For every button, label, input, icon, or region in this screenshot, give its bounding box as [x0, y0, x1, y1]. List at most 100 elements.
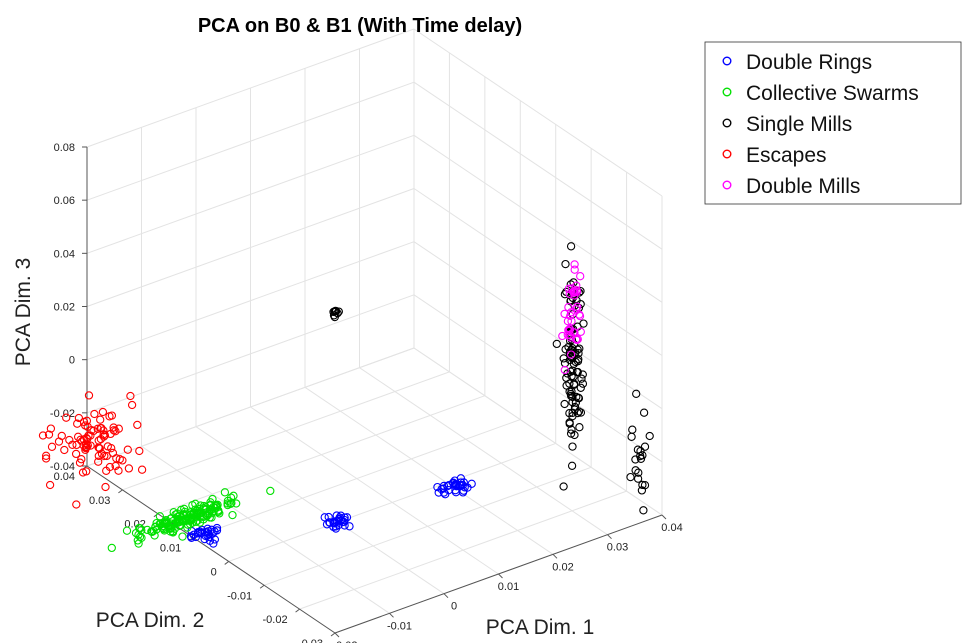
point-single-mills: [632, 389, 641, 398]
back-wall-grid-line: [86, 241, 415, 361]
y-tick-mark: [224, 561, 230, 565]
legend-marker-single-mills: [722, 118, 732, 128]
x-tick-label: 0.02: [552, 561, 573, 573]
point-double-mills: [564, 303, 573, 312]
floor-grid-line: [299, 490, 627, 610]
point-single-mills: [565, 409, 574, 418]
x-tick-mark: [334, 632, 340, 638]
x-tick-label: 0.04: [661, 522, 682, 534]
z-tick-label: 0.04: [54, 248, 75, 260]
point-double-rings: [433, 482, 442, 492]
point-single-mills: [633, 445, 643, 454]
point-double-mills: [573, 302, 582, 311]
point-escapes: [72, 440, 81, 450]
point-single-mills: [628, 425, 637, 434]
x-tick-mark: [607, 534, 612, 540]
point-double-rings: [329, 518, 338, 527]
point-double-mills: [567, 317, 576, 326]
legend-marker-double-mills: [722, 180, 732, 190]
point-double-rings: [332, 511, 341, 520]
floor-grid-line: [228, 442, 556, 562]
floor-grid-line: [157, 395, 486, 515]
point-collective-swarms: [178, 510, 188, 520]
point-escapes: [41, 451, 51, 460]
point-escapes: [93, 424, 102, 433]
side-wall-grid-line: [413, 294, 663, 463]
chart-title: PCA on B0 & B1 (With Time delay): [198, 15, 522, 37]
point-escapes: [44, 430, 54, 439]
point-collective-swarms: [229, 491, 238, 500]
point-collective-swarms: [174, 517, 184, 526]
point-single-mills: [579, 319, 588, 328]
data-points: [38, 242, 654, 553]
point-escapes: [123, 445, 132, 454]
point-double-rings: [187, 533, 196, 542]
point-single-mills: [575, 423, 584, 432]
point-escapes: [126, 391, 135, 401]
z-tick-label: 0.02: [54, 302, 75, 314]
point-collective-swarms: [266, 486, 275, 496]
point-single-mills: [559, 482, 568, 491]
point-single-mills: [639, 506, 648, 515]
point-single-mills: [552, 339, 561, 349]
point-collective-swarms: [137, 526, 146, 535]
point-collective-swarms: [211, 503, 220, 513]
point-double-rings: [325, 518, 334, 527]
point-single-mills: [578, 379, 588, 388]
y-tick-label: 0.01: [160, 543, 181, 555]
x-tick-label: -0.01: [387, 620, 412, 632]
point-collective-swarms: [195, 518, 205, 527]
point-double-rings: [450, 480, 460, 489]
point-single-mills: [568, 392, 577, 402]
point-single-mills: [645, 431, 654, 441]
point-collective-swarms: [147, 527, 157, 537]
y-tick-mark: [295, 608, 300, 613]
point-escapes: [73, 419, 82, 428]
point-single-mills: [565, 418, 574, 427]
x-tick-mark: [661, 514, 667, 520]
point-escapes: [78, 468, 88, 477]
side-wall-grid-line: [413, 134, 663, 303]
point-escapes: [94, 457, 103, 466]
legend-items: Double Rings Collective Swarms Single Mill…: [722, 51, 919, 198]
x-tick-label: 0.03: [607, 542, 628, 554]
point-escapes: [94, 436, 103, 445]
point-double-rings: [210, 535, 220, 544]
point-collective-swarms: [180, 504, 189, 514]
y-tick-label: -0.01: [227, 590, 252, 602]
point-single-mills: [561, 259, 570, 269]
point-escapes: [99, 426, 108, 435]
y-axis-line: [86, 465, 336, 634]
floor-grid-line: [263, 466, 592, 586]
point-escapes: [135, 446, 144, 456]
point-escapes: [57, 431, 66, 441]
point-escapes: [46, 424, 56, 433]
point-escapes: [114, 424, 123, 433]
legend: Double Rings Collective Swarms Single Mill…: [704, 41, 962, 205]
back-wall-grid-line: [86, 28, 415, 148]
z-axis-label: PCA Dim. 3: [12, 258, 35, 367]
point-collective-swarms: [220, 488, 230, 497]
z-tick-label: 0: [69, 355, 75, 367]
point-double-rings: [340, 515, 349, 525]
point-single-mills: [626, 472, 635, 482]
x-tick-label: 0.01: [498, 581, 519, 593]
x-tick-label: 0: [451, 601, 457, 613]
floor-grid-line: [250, 406, 499, 575]
point-single-mills: [567, 461, 577, 470]
x-tick-mark: [443, 593, 449, 599]
point-double-mills: [571, 335, 581, 344]
legend-marker-collective-swarms: [722, 87, 732, 97]
legend-label-escapes: Escapes: [746, 144, 827, 167]
z-tick-label: -0.02: [50, 408, 75, 420]
point-single-mills: [578, 370, 587, 379]
back-wall-grid-line: [86, 347, 415, 467]
y-tick-mark: [118, 489, 123, 494]
floor-grid-line: [304, 386, 554, 555]
point-double-mills: [560, 365, 569, 375]
point-single-mills: [567, 372, 576, 381]
point-escapes: [100, 451, 109, 461]
point-escapes: [81, 439, 91, 448]
point-collective-swarms: [122, 526, 132, 535]
